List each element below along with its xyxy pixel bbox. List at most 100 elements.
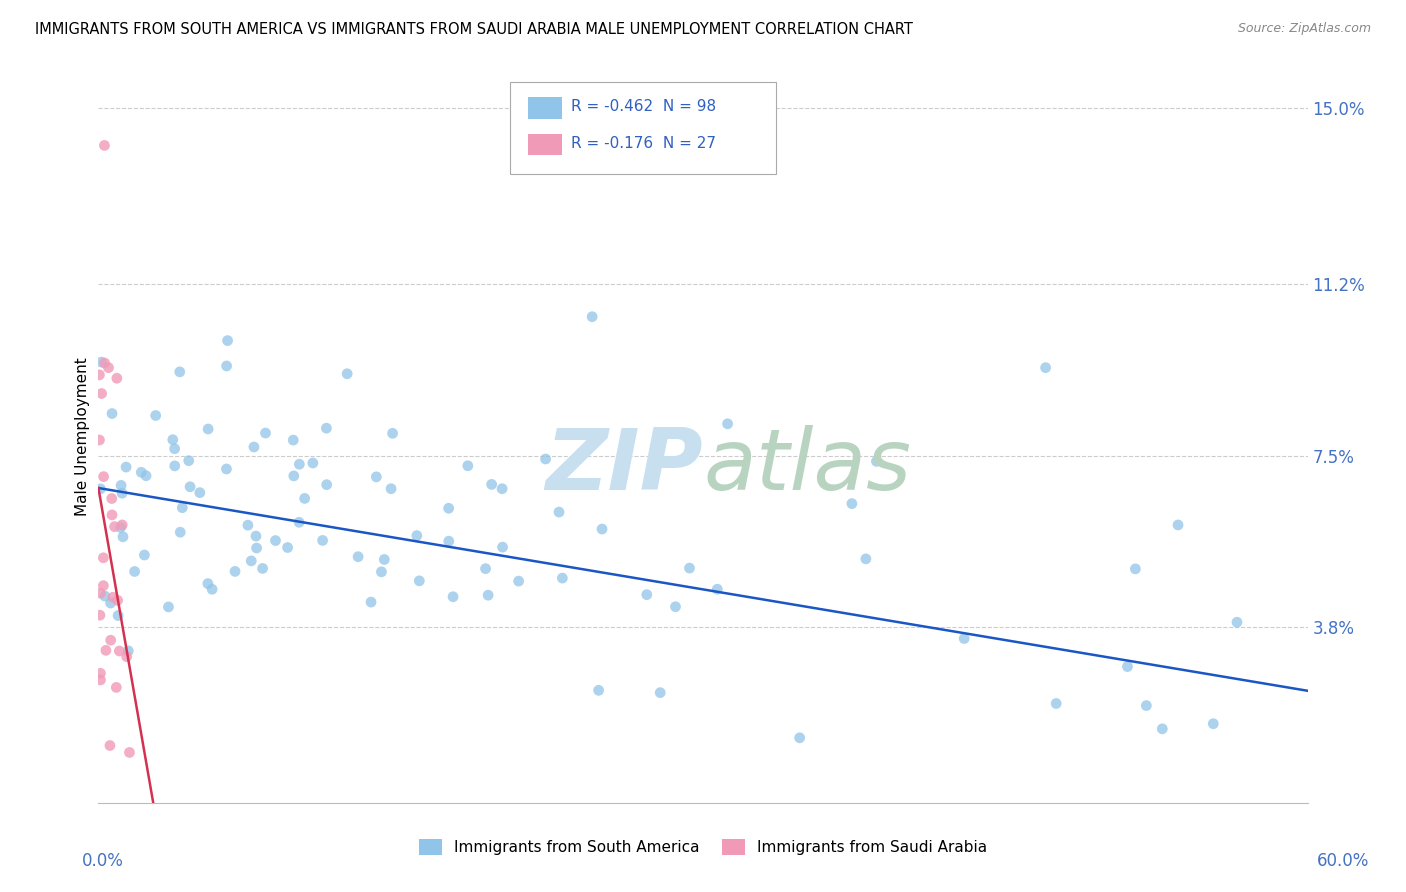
Point	[373, 552, 395, 566]
Point	[93, 469, 115, 483]
Legend: Immigrants from South America, Immigrants from Saudi Arabia: Immigrants from South America, Immigrant…	[412, 833, 994, 861]
Point	[789, 731, 811, 745]
Point	[1045, 697, 1067, 711]
Point	[117, 644, 139, 658]
Text: atlas: atlas	[703, 425, 911, 508]
Point	[110, 478, 132, 492]
Point	[134, 548, 156, 562]
Point	[288, 516, 311, 530]
Point	[508, 574, 530, 588]
Point	[217, 334, 239, 348]
Point	[408, 574, 430, 588]
Point	[1226, 615, 1249, 630]
Point	[163, 442, 186, 456]
Point	[591, 522, 613, 536]
Point	[172, 500, 194, 515]
Point	[252, 561, 274, 575]
Point	[89, 368, 111, 382]
Point	[437, 534, 460, 549]
Point	[101, 508, 124, 522]
Point	[311, 533, 333, 548]
Y-axis label: Male Unemployment: Male Unemployment	[75, 358, 90, 516]
Point	[100, 491, 122, 506]
Point	[636, 588, 658, 602]
Text: R = -0.462  N = 98: R = -0.462 N = 98	[571, 99, 716, 114]
Point	[93, 356, 115, 370]
Text: 0.0%: 0.0%	[82, 852, 124, 870]
Point	[360, 595, 382, 609]
Point	[245, 529, 267, 543]
Point	[101, 591, 124, 605]
Point	[1125, 562, 1147, 576]
Point	[246, 541, 269, 555]
Point	[302, 456, 325, 470]
Point	[380, 482, 402, 496]
Point	[93, 550, 115, 565]
Point	[1152, 722, 1174, 736]
Point	[157, 599, 180, 614]
Point	[254, 425, 277, 440]
Point	[111, 530, 134, 544]
Point	[108, 644, 131, 658]
Point	[953, 632, 976, 646]
Point	[201, 582, 224, 597]
Text: ZIP: ZIP	[546, 425, 703, 508]
Point	[135, 468, 157, 483]
Point	[865, 454, 887, 468]
Point	[177, 453, 200, 467]
Point	[381, 426, 404, 441]
Point	[283, 469, 305, 483]
Point	[481, 477, 503, 491]
Point	[1116, 659, 1139, 673]
Point	[100, 633, 122, 648]
Point	[437, 501, 460, 516]
Point	[105, 681, 128, 695]
Point	[90, 355, 112, 369]
Point	[264, 533, 287, 548]
Point	[145, 409, 167, 423]
Point	[115, 460, 138, 475]
Point	[162, 433, 184, 447]
Point	[188, 485, 211, 500]
Point	[551, 571, 574, 585]
Point	[105, 371, 128, 385]
Point	[477, 588, 499, 602]
Point	[491, 482, 513, 496]
Point	[841, 497, 863, 511]
Point	[89, 586, 111, 600]
Point	[224, 565, 246, 579]
Point	[1167, 518, 1189, 533]
Point	[93, 579, 115, 593]
Point	[678, 561, 700, 575]
Point	[664, 599, 686, 614]
Point	[236, 518, 259, 533]
Bar	[527, 97, 561, 119]
Point	[90, 386, 112, 401]
Text: Source: ZipAtlas.com: Source: ZipAtlas.com	[1237, 22, 1371, 36]
Point	[1135, 698, 1157, 713]
Point	[111, 517, 134, 532]
Point	[107, 608, 129, 623]
Point	[169, 365, 191, 379]
Point	[706, 582, 728, 597]
Point	[491, 540, 513, 554]
Point	[215, 462, 238, 476]
Point	[855, 552, 877, 566]
Text: 60.0%: 60.0%	[1316, 852, 1369, 870]
Point	[89, 608, 111, 623]
Point	[1035, 360, 1057, 375]
Point	[93, 138, 115, 153]
Point	[111, 486, 134, 500]
Point	[457, 458, 479, 473]
Point	[110, 520, 132, 534]
Bar	[527, 134, 561, 155]
Point	[100, 596, 122, 610]
Point	[441, 590, 464, 604]
Text: R = -0.176  N = 27: R = -0.176 N = 27	[571, 136, 716, 151]
Point	[101, 407, 124, 421]
Point	[588, 683, 610, 698]
Point	[131, 465, 153, 479]
Point	[179, 480, 201, 494]
Point	[98, 739, 121, 753]
Point	[716, 417, 738, 431]
